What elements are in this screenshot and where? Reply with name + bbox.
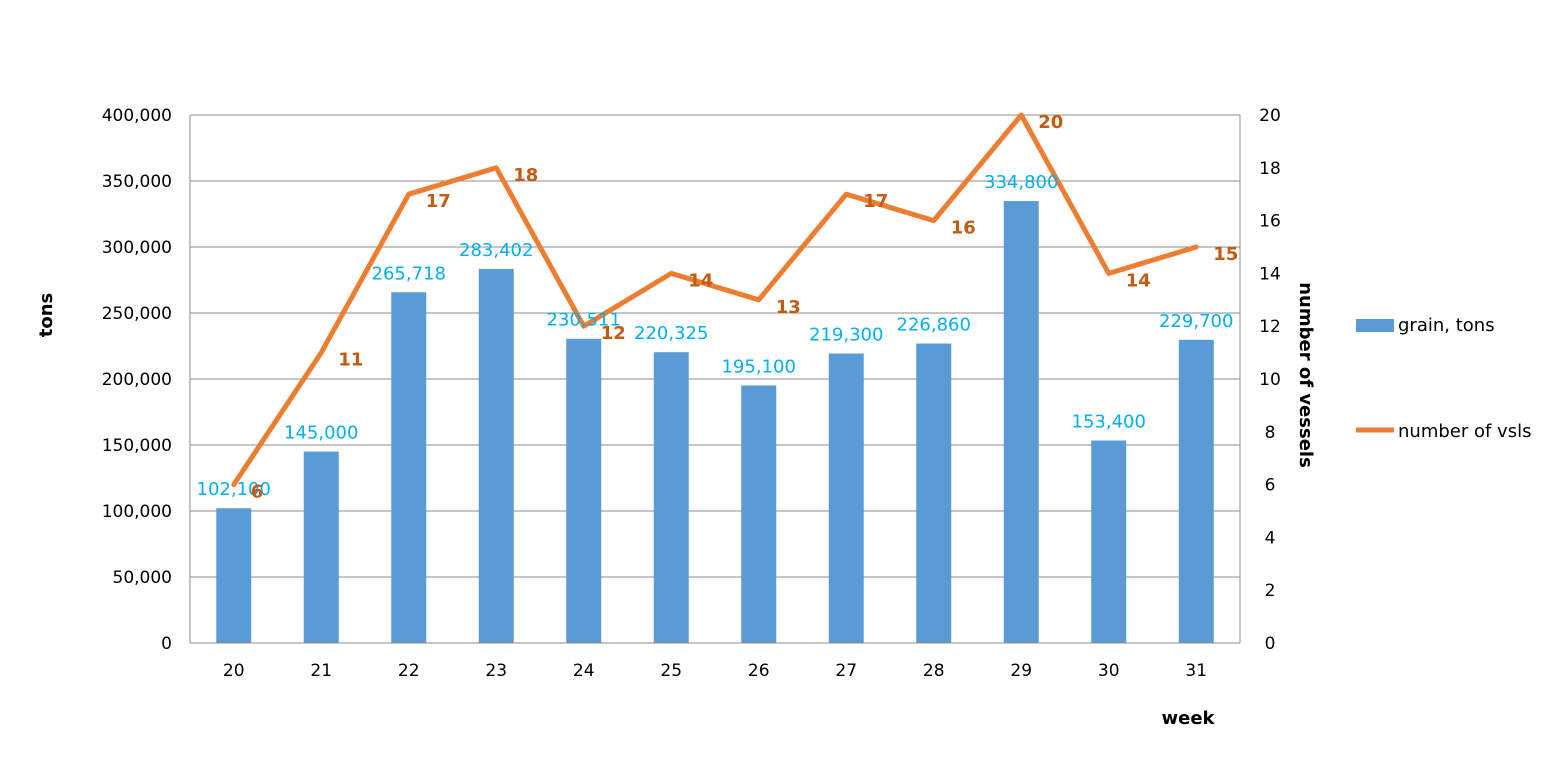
y2-tick-label: 10 <box>1259 370 1281 390</box>
line-data-label: 17 <box>863 191 888 212</box>
bar-series <box>216 201 1214 643</box>
x-tick-label: 28 <box>923 661 945 681</box>
bar-data-label: 265,718 <box>372 263 446 284</box>
line-data-label: 14 <box>1126 270 1151 291</box>
y2-tick-label: 20 <box>1259 106 1281 126</box>
bar <box>566 338 602 643</box>
line-data-label: 20 <box>1038 112 1063 133</box>
line-data-label: 15 <box>1213 244 1238 265</box>
y-tick-label: 50,000 <box>113 568 172 588</box>
bar <box>741 385 777 643</box>
line-data-label: 13 <box>776 297 801 318</box>
bar <box>303 451 339 643</box>
bar-data-label: 102,100 <box>197 479 271 500</box>
gridlines <box>190 114 1240 578</box>
y-tick-label: 0 <box>161 634 172 654</box>
line-data-label: 18 <box>513 165 538 186</box>
y2-tick-label: 12 <box>1259 317 1281 337</box>
bar-data-label: 195,100 <box>722 356 796 377</box>
y2-tick-label: 8 <box>1265 423 1276 443</box>
bar <box>653 352 689 643</box>
x-tick-label: 29 <box>1010 661 1032 681</box>
y-axis-title: tons <box>36 293 57 338</box>
bar <box>216 508 252 643</box>
x-tick-label: 27 <box>835 661 857 681</box>
legend: grain, tons number of vsls <box>1356 315 1531 442</box>
x-tick-label: 23 <box>485 661 507 681</box>
bar <box>1178 339 1214 643</box>
y-tick-label: 300,000 <box>102 238 172 258</box>
y2-tick-label: 16 <box>1259 212 1281 232</box>
x-axis-title: week <box>1161 708 1215 729</box>
bar-data-label: 230,511 <box>547 310 621 331</box>
y2-tick-label: 14 <box>1259 264 1281 284</box>
y2-tick-label: 2 <box>1265 581 1276 601</box>
bar-data-label: 145,000 <box>284 423 358 444</box>
y2-tick-label: 18 <box>1259 159 1281 179</box>
bar-data-label: 229,700 <box>1159 311 1233 332</box>
x-tick-label: 31 <box>1185 661 1207 681</box>
y2-axis-title: number of vessels <box>1295 282 1316 468</box>
x-tick-label: 22 <box>398 661 420 681</box>
bar-data-label: 153,400 <box>1072 412 1146 433</box>
y-tick-label: 350,000 <box>102 172 172 192</box>
line-data-label: 11 <box>338 350 363 371</box>
y-tick-label: 400,000 <box>102 106 172 126</box>
bar-data-label: 219,300 <box>809 325 883 346</box>
line-data-label: 17 <box>426 191 451 212</box>
data-labels: 102,100 145,000 265,718 283,402 230,511 220,3… <box>197 112 1239 503</box>
legend-label-grain: grain, tons <box>1398 315 1495 336</box>
x-tick-label: 25 <box>660 661 682 681</box>
bar-data-label: 283,402 <box>459 240 533 261</box>
y2-tick-label: 0 <box>1265 634 1276 654</box>
vessels-line <box>231 112 1199 488</box>
x-tick-label: 20 <box>223 661 245 681</box>
bar <box>1091 440 1127 643</box>
line-data-label: 14 <box>688 270 713 291</box>
x-tick-label: 30 <box>1098 661 1120 681</box>
line-data-label: 16 <box>951 218 976 239</box>
legend-swatch-grain <box>1356 319 1394 332</box>
bar <box>916 343 952 643</box>
bar-data-label: 220,325 <box>634 323 708 344</box>
bar <box>1003 201 1039 643</box>
bar <box>828 353 864 643</box>
x-tick-label: 21 <box>310 661 332 681</box>
line-data-label: 12 <box>601 323 626 344</box>
y2-tick-label: 6 <box>1265 476 1276 496</box>
bar <box>478 268 514 643</box>
y-tick-label: 200,000 <box>102 370 172 390</box>
bar-data-label: 334,800 <box>984 172 1058 193</box>
y-tick-label: 150,000 <box>102 436 172 456</box>
y-tick-label: 250,000 <box>102 304 172 324</box>
tick-labels: 0 50,000 100,000 150,000 200,000 250,000 300,0… <box>102 106 1281 681</box>
legend-label-vessels: number of vsls <box>1398 421 1531 442</box>
axes <box>189 115 1241 644</box>
bar-data-label: 226,860 <box>897 315 971 336</box>
line-series <box>231 112 1199 488</box>
y2-tick-label: 4 <box>1265 528 1276 548</box>
x-tick-label: 26 <box>748 661 770 681</box>
x-tick-label: 24 <box>573 661 595 681</box>
line-data-label: 6 <box>251 482 264 503</box>
bar <box>391 292 427 643</box>
y-tick-label: 100,000 <box>102 502 172 522</box>
